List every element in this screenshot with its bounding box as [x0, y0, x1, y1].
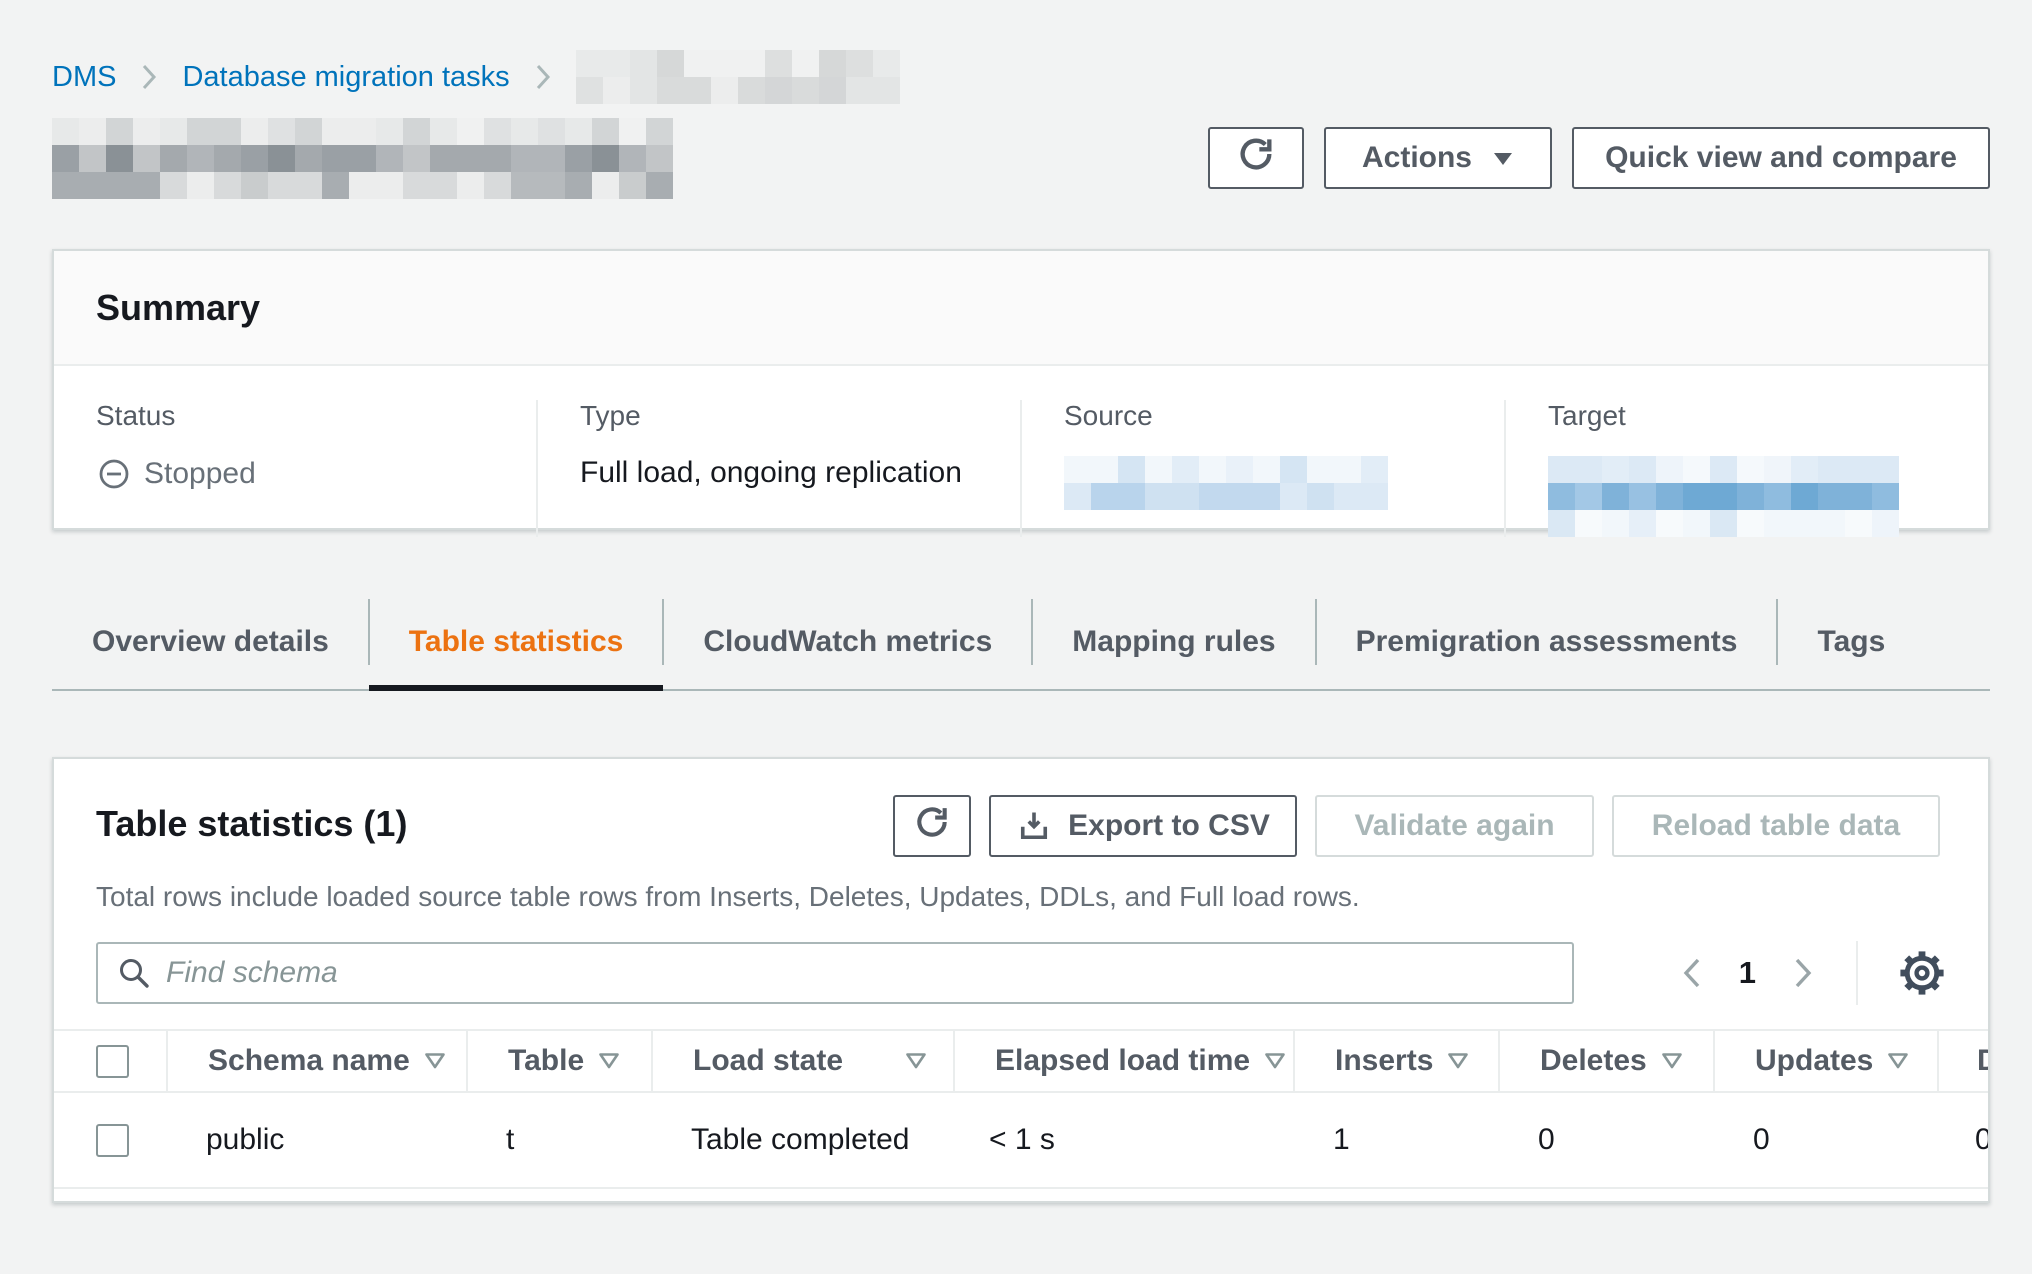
column-header-updates[interactable]: Updates [1713, 1031, 1937, 1091]
source-value-redacted[interactable] [1064, 456, 1504, 510]
target-value-redacted[interactable] [1548, 456, 1988, 537]
page-title-redacted [52, 118, 673, 199]
tab-tags[interactable]: Tags [1776, 595, 1925, 689]
column-header-elapsed-load-time[interactable]: Elapsed load time [953, 1031, 1293, 1091]
search-icon [116, 955, 152, 991]
cell-elapsed-load-time: < 1 s [989, 1123, 1055, 1156]
sort-icon[interactable] [905, 1044, 927, 1078]
status-label: Status [96, 400, 176, 431]
summary-type-column: Type Full load, ongoing replication [536, 400, 1020, 537]
summary-card-header: Summary [54, 251, 1988, 366]
cell-deletes: 0 [1538, 1123, 1555, 1156]
sort-icon[interactable] [1661, 1044, 1683, 1078]
quick-view-compare-button[interactable]: Quick view and compare [1572, 127, 1990, 189]
tab-overview-details[interactable]: Overview details [92, 625, 329, 658]
actions-button[interactable]: Actions [1324, 127, 1552, 189]
breadcrumb-link-tasks[interactable]: Database migration tasks [182, 60, 510, 93]
validate-again-button[interactable]: Validate again [1315, 795, 1594, 857]
tab-table-statistics[interactable]: Table statistics [367, 595, 664, 691]
export-to-csv-button[interactable]: Export to CSV [989, 795, 1297, 857]
chevron-right-icon [534, 63, 552, 91]
column-header-schema-name[interactable]: Schema name [166, 1031, 466, 1091]
sort-icon[interactable] [1447, 1044, 1469, 1078]
summary-body: Status Stopped Type Full load, ongoing r… [54, 366, 1988, 577]
breadcrumb-current-redacted [575, 50, 900, 104]
reload-table-data-button[interactable]: Reload table data [1612, 795, 1940, 857]
cell-inserts: 1 [1333, 1123, 1350, 1156]
refresh-table-button[interactable] [893, 795, 971, 857]
summary-card: Summary Status Stopped Type Full load, o… [52, 249, 1990, 537]
find-schema-input[interactable] [166, 944, 1572, 1002]
target-label: Target [1548, 400, 1626, 431]
summary-source-column: Source [1020, 400, 1504, 537]
type-label: Type [580, 400, 641, 431]
status-value: Stopped [96, 456, 536, 492]
column-header-deletes[interactable]: Deletes [1498, 1031, 1713, 1091]
column-header-ddls-clipped[interactable]: D [1937, 1031, 1988, 1091]
cell-table: t [506, 1123, 515, 1156]
refresh-icon [1236, 134, 1276, 182]
summary-title: Summary [96, 286, 261, 328]
sort-icon[interactable] [1887, 1044, 1909, 1078]
sort-icon[interactable] [1264, 1044, 1286, 1078]
tab-cloudwatch-metrics[interactable]: CloudWatch metrics [662, 595, 1032, 689]
breadcrumb: DMS Database migration tasks [52, 50, 900, 104]
sort-icon[interactable] [598, 1044, 620, 1078]
tab-mapping-rules[interactable]: Mapping rules [1031, 595, 1315, 689]
current-page-number[interactable]: 1 [1738, 955, 1756, 990]
previous-page-button[interactable] [1679, 955, 1705, 991]
type-value: Full load, ongoing replication [580, 456, 962, 489]
table-header-row: Schema name Table Load state Elapsed loa… [54, 1029, 1988, 1093]
table-statistics-title: Table statistics (1) [96, 803, 408, 844]
cell-updates: 0 [1753, 1123, 1770, 1156]
stopped-status-icon [96, 456, 132, 492]
table-statistics-card: Table statistics (1) Export to [52, 757, 1990, 1203]
sort-icon[interactable] [424, 1044, 446, 1078]
summary-target-column: Target [1504, 400, 1988, 537]
refresh-icon [913, 803, 951, 849]
refresh-button[interactable] [1208, 127, 1304, 189]
summary-status-column: Status Stopped [54, 400, 536, 537]
source-label: Source [1064, 400, 1153, 431]
select-all-checkbox[interactable] [96, 1044, 129, 1078]
cell-schema-name: public [206, 1123, 285, 1156]
table-row[interactable]: public t Table completed < 1 s 1 0 0 0 [54, 1093, 1988, 1189]
pagination-divider [1856, 941, 1858, 1005]
header-actions: Actions Quick view and compare [1208, 127, 1990, 189]
next-page-button[interactable] [1790, 955, 1816, 991]
column-header-load-state[interactable]: Load state [651, 1031, 953, 1091]
triangle-down-icon [1492, 141, 1514, 175]
preferences-gear-icon[interactable] [1898, 949, 1946, 997]
tab-premigration-assessments[interactable]: Premigration assessments [1314, 595, 1778, 689]
download-icon [1016, 808, 1052, 844]
table-statistics-actions: Export to CSV Validate again Reload tabl… [893, 795, 1940, 857]
cell-ddls-clipped: 0 [1937, 1123, 1988, 1157]
detail-tabs: Overview details Table statistics CloudW… [52, 595, 1990, 691]
column-header-table[interactable]: Table [466, 1031, 651, 1091]
breadcrumb-link-dms[interactable]: DMS [52, 60, 117, 93]
column-header-inserts[interactable]: Inserts [1293, 1031, 1498, 1091]
table-statistics-description: Total rows include loaded source table r… [96, 881, 1360, 912]
chevron-right-icon [140, 63, 158, 91]
pagination: 1 [1679, 941, 1946, 1005]
cell-load-state: Table completed [691, 1123, 910, 1156]
schema-search-box [96, 942, 1574, 1004]
row-checkbox[interactable] [96, 1123, 129, 1157]
